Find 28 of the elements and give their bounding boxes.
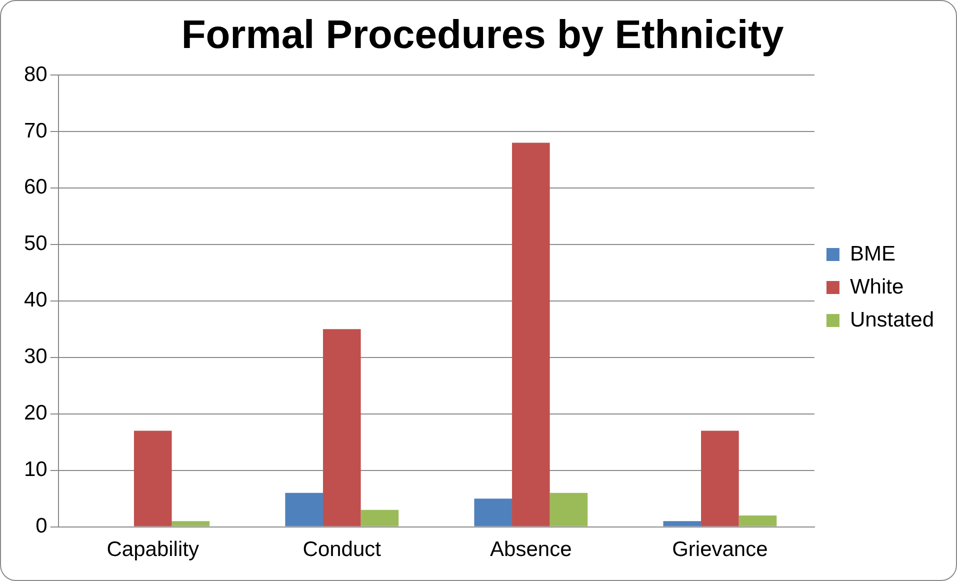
x-tick-label: Conduct	[302, 538, 382, 562]
y-tick-label: 30	[24, 345, 48, 368]
legend-label: White	[850, 275, 904, 298]
legend-label: BME	[850, 242, 896, 266]
x-tick-label: Grievance	[672, 538, 768, 562]
bar	[285, 492, 323, 526]
y-tick-label: 40	[24, 288, 48, 312]
y-tick-label: 70	[24, 119, 48, 142]
bar	[550, 492, 588, 526]
bar	[172, 521, 210, 526]
bar	[360, 510, 399, 526]
y-tick-label: 50	[24, 232, 48, 256]
bar	[738, 516, 777, 526]
x-tick-label: Capability	[106, 538, 200, 562]
chart-title: Formal Procedures by Ethnicity	[181, 13, 784, 58]
bar	[663, 521, 702, 526]
y-tick-label: 20	[24, 402, 48, 425]
bar	[322, 329, 361, 526]
y-tick-label: 10	[24, 458, 48, 482]
bar	[701, 430, 739, 526]
legend-label: Unstated	[850, 308, 934, 332]
y-tick-label: 0	[36, 514, 48, 538]
bar	[512, 142, 550, 526]
x-tick-label: Absence	[490, 538, 572, 562]
y-tick-label: 80	[24, 62, 48, 86]
bar	[134, 430, 172, 526]
bar	[474, 498, 512, 526]
y-tick-label: 60	[24, 176, 48, 199]
